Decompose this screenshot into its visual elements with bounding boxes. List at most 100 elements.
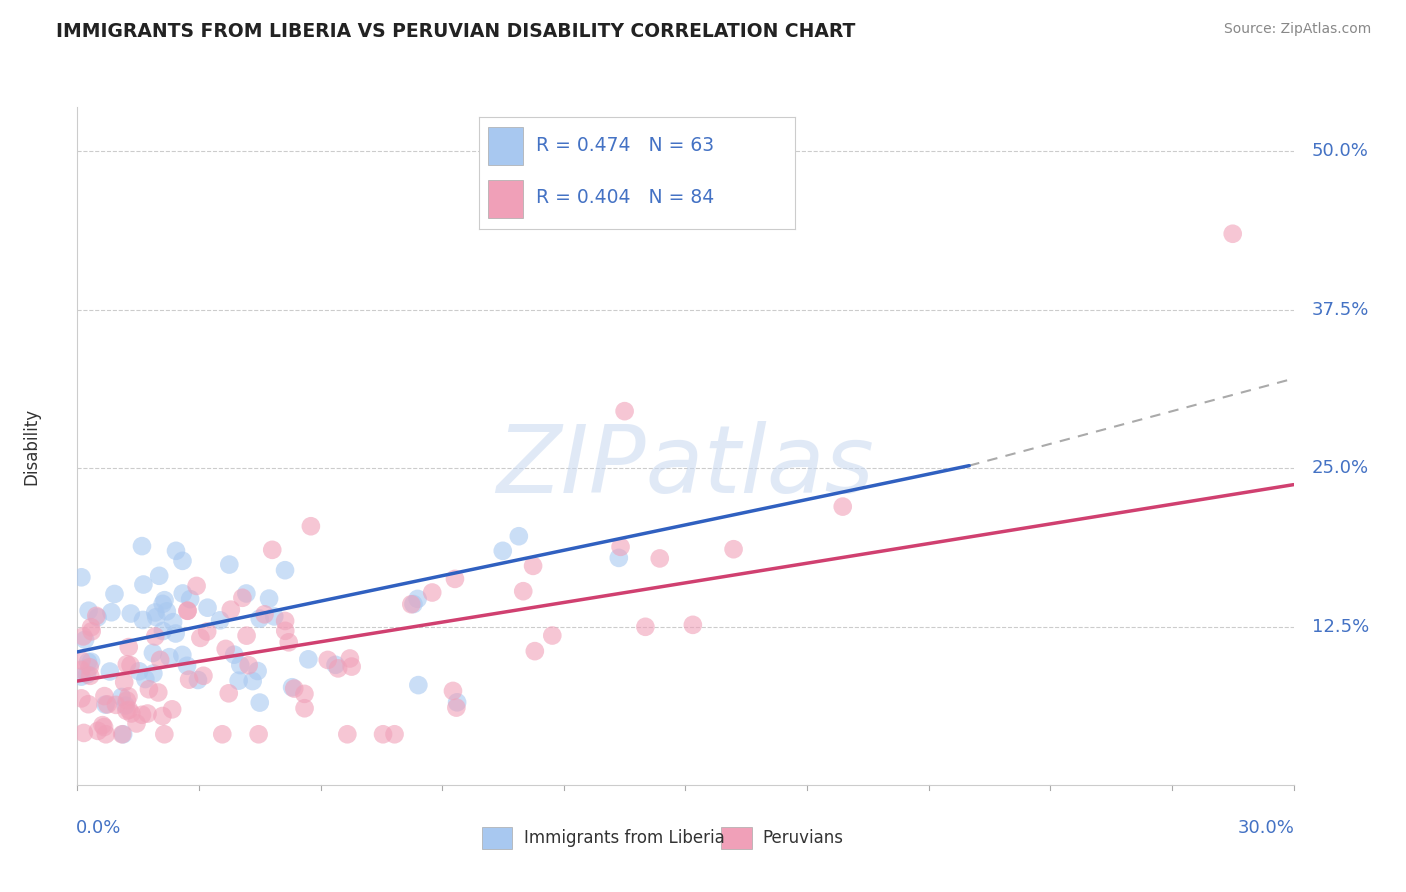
Text: Immigrants from Liberia: Immigrants from Liberia [524,830,724,847]
Point [384,727,406,741]
Bar [488,180,523,218]
Point [132,613,155,627]
Point [176,658,198,673]
Point [136,706,159,721]
Bar [488,128,523,165]
Point [326,661,349,675]
Point [125,716,148,731]
Point [143,606,166,620]
Point [634,620,657,634]
Point [77,697,100,711]
Point [128,665,150,679]
Point [176,604,198,618]
Point [115,657,138,672]
Point [131,707,153,722]
Point [172,648,194,662]
Point [176,604,198,618]
Point [262,542,284,557]
Point [406,591,429,606]
Point [111,690,134,704]
Point [80,624,103,639]
Point [281,680,304,694]
Point [120,658,142,673]
Point [211,727,233,741]
Point [242,674,264,689]
Point [153,727,176,741]
Point [274,563,297,577]
Point [299,519,322,533]
Point [76,667,98,681]
Point [257,591,280,606]
Point [235,586,257,600]
Text: 30.0%: 30.0% [1237,819,1295,837]
Point [77,655,100,669]
Point [274,614,297,628]
Point [235,629,257,643]
Point [112,727,135,741]
Point [263,609,285,624]
Point [120,706,142,721]
Point [607,550,630,565]
Text: 25.0%: 25.0% [1312,459,1369,477]
Point [197,600,219,615]
Point [143,629,166,643]
Point [114,698,136,713]
Point [104,698,127,712]
Point [228,673,250,688]
Point [297,652,319,666]
Point [148,569,170,583]
Point [648,551,671,566]
Point [238,658,260,673]
Point [152,709,174,723]
Point [215,641,238,656]
Point [94,727,117,741]
Point [72,629,94,643]
Point [138,682,160,697]
Point [118,703,141,717]
Point [70,570,93,584]
Point [682,617,704,632]
Point [325,657,347,672]
Point [340,659,363,673]
Point [444,572,467,586]
Point [209,613,232,627]
Point [142,646,165,660]
Point [152,597,174,611]
Point [73,726,96,740]
Text: 12.5%: 12.5% [1312,617,1369,636]
Point [165,626,187,640]
Point [231,591,253,605]
Point [512,584,534,599]
Point [187,673,209,687]
Point [115,693,138,707]
Point [70,663,93,677]
Point [157,650,180,665]
Text: Disability: Disability [22,408,41,484]
Point [609,540,631,554]
Point [153,593,176,607]
Point [120,607,142,621]
Point [131,539,153,553]
Point [274,624,297,638]
Point [218,558,240,572]
Point [75,632,97,647]
Text: Peruvians: Peruvians [762,830,844,847]
Point [86,610,108,624]
Point [165,544,187,558]
Point [446,695,468,709]
Point [186,579,208,593]
Point [93,720,115,734]
Point [93,689,115,703]
Point [118,640,141,654]
Point [229,658,252,673]
Point [247,727,270,741]
Point [218,686,240,700]
Point [195,624,218,639]
Point [541,628,564,642]
Point [132,577,155,591]
Point [94,698,117,712]
Point [283,681,305,696]
Point [190,631,212,645]
Point [179,592,201,607]
Point [522,558,544,573]
